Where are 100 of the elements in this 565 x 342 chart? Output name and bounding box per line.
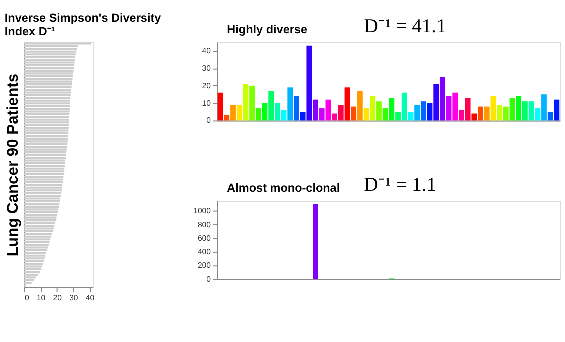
bar bbox=[24, 113, 70, 116]
y-tick-label: 200 bbox=[198, 261, 212, 270]
bar bbox=[24, 241, 50, 244]
y-tick-label: 1000 bbox=[194, 206, 212, 216]
bar bbox=[459, 110, 464, 121]
bar bbox=[24, 186, 62, 189]
bar bbox=[24, 88, 72, 92]
bar bbox=[294, 96, 300, 121]
bar bbox=[24, 64, 74, 67]
bar bbox=[24, 228, 54, 230]
bar bbox=[274, 103, 280, 121]
bar bbox=[24, 127, 69, 130]
bar bbox=[465, 98, 471, 121]
bar bbox=[24, 118, 70, 121]
bar bbox=[370, 96, 376, 121]
bar bbox=[396, 112, 401, 121]
bar bbox=[24, 276, 36, 279]
bar bbox=[535, 108, 541, 121]
bar bbox=[24, 178, 64, 181]
bar bbox=[262, 103, 268, 121]
bar bbox=[24, 154, 66, 156]
chart-title: Inverse Simpson's Diversity Index D⁻¹ bbox=[4, 12, 162, 39]
bar bbox=[24, 176, 64, 178]
bar bbox=[24, 94, 71, 96]
bar bbox=[326, 100, 332, 121]
x-tick-label: 20 bbox=[53, 293, 63, 302]
bar bbox=[420, 102, 426, 121]
bar bbox=[24, 124, 70, 126]
bar bbox=[24, 62, 75, 64]
y-tick-label: 30 bbox=[202, 64, 212, 73]
bar bbox=[24, 184, 63, 186]
bar bbox=[542, 94, 547, 121]
bar bbox=[376, 102, 382, 121]
text: D⁻¹ = 1.1 bbox=[364, 175, 437, 196]
bar bbox=[332, 114, 338, 121]
bar bbox=[24, 165, 65, 168]
bar bbox=[434, 84, 440, 121]
bar bbox=[300, 112, 306, 121]
bar bbox=[218, 92, 224, 121]
bar bbox=[351, 106, 357, 121]
bar bbox=[24, 67, 74, 70]
bar bbox=[24, 132, 69, 135]
bar bbox=[24, 211, 58, 214]
bar bbox=[24, 54, 76, 56]
bar bbox=[522, 102, 528, 121]
bar bbox=[24, 92, 72, 94]
text: Almost mono-clonal bbox=[227, 182, 340, 196]
bar bbox=[24, 244, 49, 246]
bar bbox=[24, 75, 74, 78]
bar bbox=[24, 100, 71, 102]
y-tick-label: 600 bbox=[198, 234, 212, 243]
bar bbox=[24, 208, 59, 211]
bar bbox=[236, 105, 242, 121]
bar bbox=[24, 140, 68, 143]
y-tick-label: 10 bbox=[202, 98, 212, 108]
y-axis-title: Lung Cancer 90 Patients bbox=[5, 74, 22, 257]
bar bbox=[24, 258, 45, 260]
bar bbox=[24, 203, 60, 206]
bar bbox=[24, 260, 44, 262]
bar bbox=[24, 135, 68, 138]
bar bbox=[24, 143, 68, 146]
bar bbox=[24, 173, 64, 176]
bar bbox=[24, 105, 70, 108]
bar bbox=[256, 108, 262, 121]
bar bbox=[389, 98, 395, 121]
bar bbox=[24, 246, 48, 249]
bar bbox=[24, 156, 66, 160]
bar bbox=[24, 192, 62, 194]
bar bbox=[224, 116, 230, 121]
bar bbox=[24, 170, 64, 173]
y-tick-label: 400 bbox=[198, 248, 212, 257]
bar bbox=[503, 106, 509, 121]
bar bbox=[490, 96, 496, 121]
bar bbox=[230, 105, 236, 121]
bar bbox=[24, 168, 65, 170]
bar bbox=[427, 103, 433, 121]
bar bbox=[24, 116, 70, 118]
bar bbox=[24, 230, 54, 232]
bar bbox=[24, 274, 38, 276]
bar bbox=[24, 252, 47, 254]
bar bbox=[24, 162, 66, 164]
bar bbox=[24, 152, 67, 154]
bar bbox=[24, 108, 70, 110]
bar bbox=[24, 50, 77, 53]
bar bbox=[548, 112, 554, 121]
bar bbox=[288, 88, 294, 121]
bar bbox=[24, 195, 62, 198]
bar bbox=[528, 102, 534, 121]
bar bbox=[268, 91, 274, 121]
bar bbox=[24, 263, 44, 266]
text: D⁻¹ = 41.1 bbox=[364, 16, 446, 38]
x-tick-label: 40 bbox=[86, 293, 96, 302]
bar bbox=[313, 100, 318, 121]
bar bbox=[478, 106, 484, 121]
x-tick-label: 0 bbox=[24, 293, 30, 302]
bar bbox=[24, 122, 70, 124]
bar bbox=[516, 96, 522, 121]
text: Highly diverse bbox=[227, 24, 308, 37]
bar bbox=[24, 86, 72, 88]
y-tick-label: 0 bbox=[206, 116, 212, 126]
